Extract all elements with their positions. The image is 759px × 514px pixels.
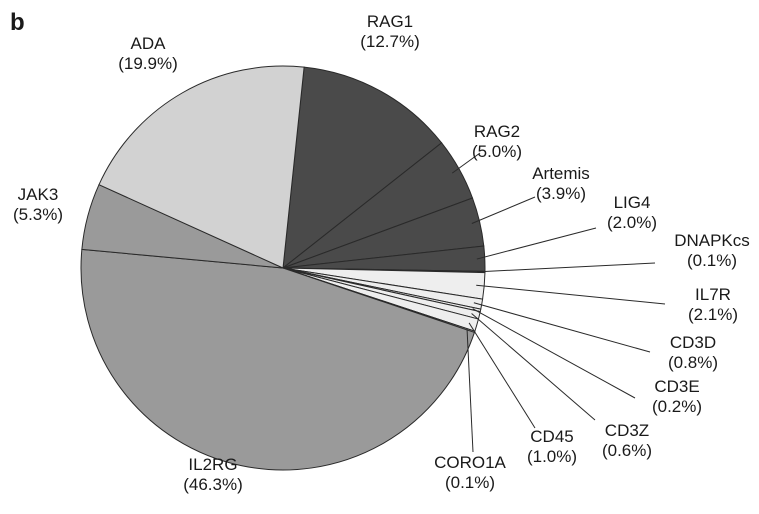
leader-line-cd3z xyxy=(471,313,596,421)
slice-value-rag2: (5.0%) xyxy=(472,142,522,161)
pie-slice-ada xyxy=(98,65,305,269)
slice-label-cd3d: CD3D xyxy=(670,333,716,352)
leader-line-cd45 xyxy=(468,322,536,429)
slice-value-cd45: (1.0%) xyxy=(527,447,577,466)
slice-value-il7r: (2.1%) xyxy=(688,305,738,324)
leader-line-dnapkcs xyxy=(476,262,656,273)
leader-line-artemis xyxy=(471,196,536,224)
slice-label-artemis: Artemis xyxy=(532,164,590,183)
slice-label-il2rg: IL2RG xyxy=(188,455,237,474)
leader-line-il7r xyxy=(476,284,666,305)
slice-label-cd3e: CD3E xyxy=(654,377,699,396)
slice-value-jak3: (5.3%) xyxy=(13,205,63,224)
slice-label-dnapkcs: DNAPKcs xyxy=(674,231,750,250)
pie-slices xyxy=(80,65,486,471)
leader-line-cd3e xyxy=(472,308,636,399)
leader-lines xyxy=(451,152,666,453)
slice-label-cd3z: CD3Z xyxy=(605,421,649,440)
leader-line-lig4 xyxy=(476,227,597,260)
slice-value-cd3z: (0.6%) xyxy=(602,441,652,460)
slice-labels: RAG1(12.7%)RAG2(5.0%)Artemis(3.9%) LIG4(2… xyxy=(13,12,750,494)
leader-line-rag2 xyxy=(451,152,481,174)
slice-value-cd3d: (0.8%) xyxy=(668,353,718,372)
slice-label-lig4: LIG4 xyxy=(614,193,651,212)
slice-value-cd3e: (0.2%) xyxy=(652,397,702,416)
leader-line-cd3d xyxy=(473,302,651,353)
slice-value-ada: (19.9%) xyxy=(118,54,178,73)
pie-slice-il2rg xyxy=(80,248,476,471)
slice-value-il2rg: (46.3%) xyxy=(183,475,243,494)
slice-label-jak3: JAK3 xyxy=(18,185,59,204)
slice-label-cd45: CD45 xyxy=(530,427,573,446)
slice-value-coro1a: (0.1%) xyxy=(445,473,495,492)
slice-label-rag2: RAG2 xyxy=(474,122,520,141)
slice-value-rag1: (12.7%) xyxy=(360,32,420,51)
slice-value-lig4: (2.0%) xyxy=(607,213,657,232)
slice-label-il7r: IL7R xyxy=(695,285,731,304)
slice-value-dnapkcs: (0.1%) xyxy=(687,251,737,270)
slice-value-artemis: (3.9%) xyxy=(536,184,586,203)
slice-label-rag1: RAG1 xyxy=(367,12,413,31)
panel-label: b xyxy=(10,9,25,36)
slice-label-ada: ADA xyxy=(131,34,167,53)
leader-line-coro1a xyxy=(466,329,474,453)
slice-label-coro1a: CORO1A xyxy=(434,453,506,472)
pie-slice-rag1 xyxy=(282,66,443,270)
